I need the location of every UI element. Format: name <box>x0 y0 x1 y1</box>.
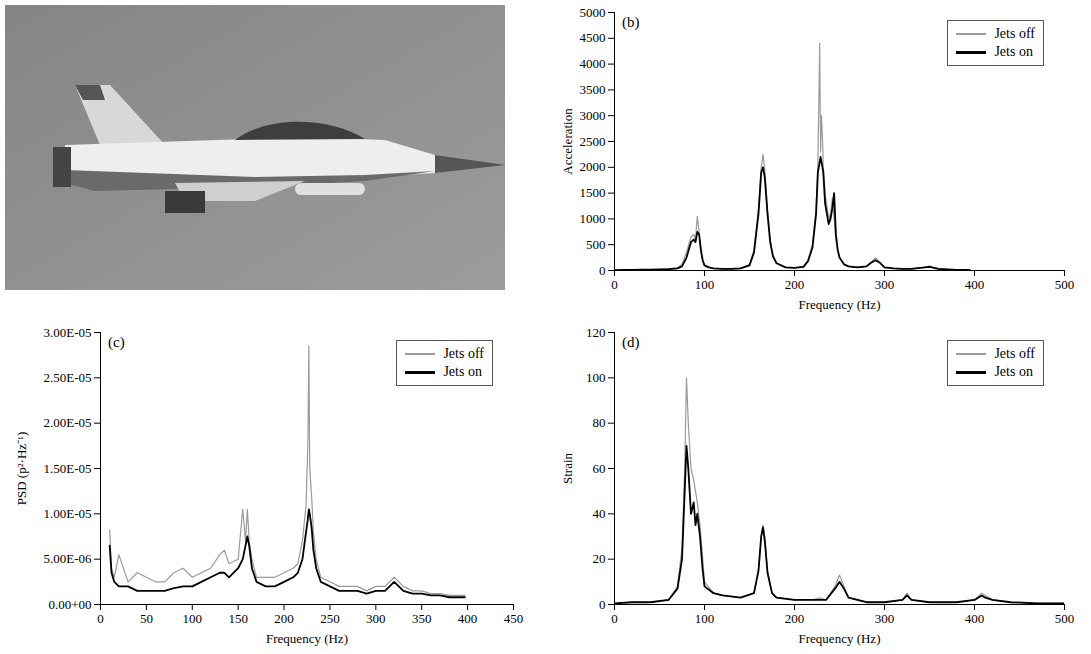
html-text:Jets off: Jets off <box>443 346 484 361</box>
svg-text:2500: 2500 <box>580 134 606 149</box>
svg-text:4500: 4500 <box>580 30 606 45</box>
svg-text:Frequency (Hz): Frequency (Hz) <box>799 297 881 312</box>
svg-text:0: 0 <box>599 597 606 612</box>
svg-text:200: 200 <box>785 277 805 292</box>
svg-text:150: 150 <box>228 611 248 626</box>
svg-text:100: 100 <box>695 611 715 626</box>
svg-text:4000: 4000 <box>580 56 606 71</box>
svg-text:60: 60 <box>593 461 606 476</box>
svg-text:20: 20 <box>593 551 606 566</box>
svg-text:200: 200 <box>785 611 805 626</box>
svg-text:500: 500 <box>586 237 606 252</box>
svg-text:Strain: Strain <box>560 452 575 484</box>
svg-text:500: 500 <box>1055 277 1075 292</box>
html-text:(c): (c) <box>108 334 125 350</box>
svg-text:300: 300 <box>366 611 386 626</box>
svg-text:400: 400 <box>965 277 985 292</box>
svg-text:5000: 5000 <box>580 5 606 20</box>
svg-text:200: 200 <box>274 611 294 626</box>
svg-text:0: 0 <box>97 611 104 626</box>
svg-text:120: 120 <box>586 325 606 340</box>
svg-text:50: 50 <box>140 611 153 626</box>
svg-text:2.00E-05: 2.00E-05 <box>43 415 91 430</box>
svg-text:0.00+00: 0.00+00 <box>48 597 91 612</box>
svg-text:3.00E-05: 3.00E-05 <box>43 325 91 340</box>
svg-text:100: 100 <box>183 611 203 626</box>
svg-text:300: 300 <box>875 611 895 626</box>
svg-text:3000: 3000 <box>580 108 606 123</box>
svg-text:1.50E-05: 1.50E-05 <box>43 461 91 476</box>
svg-text:350: 350 <box>412 611 432 626</box>
svg-text:1.00E-05: 1.00E-05 <box>43 506 91 521</box>
svg-text:450: 450 <box>504 611 524 626</box>
html-text:(d): (d) <box>622 334 640 350</box>
svg-text:300: 300 <box>875 277 895 292</box>
svg-text:400: 400 <box>458 611 478 626</box>
svg-text:100: 100 <box>695 277 715 292</box>
svg-text:400: 400 <box>965 611 985 626</box>
svg-text:100: 100 <box>586 370 606 385</box>
html-text:Jets off: Jets off <box>994 346 1035 361</box>
svg-text:0: 0 <box>611 277 618 292</box>
svg-text:PSD (p²·Hz⁻¹): PSD (p²·Hz⁻¹) <box>14 432 29 506</box>
svg-text:1500: 1500 <box>580 185 606 200</box>
svg-text:0: 0 <box>611 611 618 626</box>
svg-text:3500: 3500 <box>580 82 606 97</box>
html-text:(b): (b) <box>622 14 640 30</box>
svg-text:0: 0 <box>599 263 606 278</box>
svg-text:250: 250 <box>320 611 340 626</box>
svg-text:Frequency (Hz): Frequency (Hz) <box>266 631 348 646</box>
html-text:Jets on: Jets on <box>994 44 1033 59</box>
html-text:Jets off: Jets off <box>994 26 1035 41</box>
svg-text:2000: 2000 <box>580 159 606 174</box>
svg-text:1000: 1000 <box>580 211 606 226</box>
svg-text:80: 80 <box>593 415 606 430</box>
html-text:Jets on: Jets on <box>994 364 1033 379</box>
svg-text:40: 40 <box>593 506 606 521</box>
svg-text:Frequency (Hz): Frequency (Hz) <box>799 631 881 646</box>
svg-text:5.00E-06: 5.00E-06 <box>43 551 92 566</box>
svg-text:2.50E-05: 2.50E-05 <box>43 370 91 385</box>
svg-text:Acceleration: Acceleration <box>560 108 575 175</box>
svg-text:500: 500 <box>1055 611 1075 626</box>
html-text:Jets on: Jets on <box>443 364 482 379</box>
